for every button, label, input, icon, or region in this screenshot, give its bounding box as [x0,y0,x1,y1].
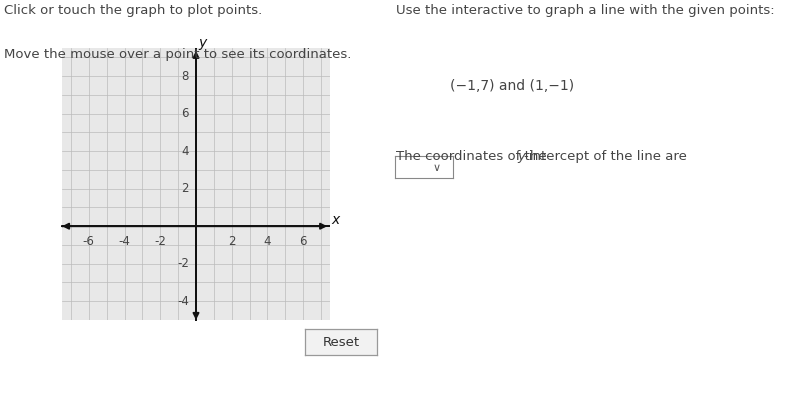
Text: 2: 2 [182,182,189,195]
Text: -2: -2 [177,257,189,270]
Text: (−1,7) and (1,−1): (−1,7) and (1,−1) [450,79,574,93]
Text: Click or touch the graph to plot points.: Click or touch the graph to plot points. [4,4,262,17]
Text: The coordinates of the: The coordinates of the [396,150,551,164]
Text: -4: -4 [177,295,189,308]
Text: 6: 6 [182,107,189,120]
Text: Move the mouse over a point to see its coordinates.: Move the mouse over a point to see its c… [4,48,351,61]
Text: -4: -4 [118,235,130,248]
Text: 4: 4 [182,145,189,158]
Text: ∨: ∨ [433,163,441,173]
Text: 8: 8 [182,70,189,83]
Text: Use the interactive to graph a line with the given points:: Use the interactive to graph a line with… [396,4,774,17]
Text: y: y [518,150,526,164]
Text: 4: 4 [264,235,271,248]
Text: 6: 6 [299,235,307,248]
Text: -6: -6 [83,235,94,248]
Text: -intercept of the line are: -intercept of the line are [524,150,687,164]
Text: -2: -2 [154,235,166,248]
Text: y: y [198,36,206,50]
Text: Reset: Reset [322,335,359,348]
Text: x: x [332,213,340,227]
Text: 2: 2 [228,235,235,248]
